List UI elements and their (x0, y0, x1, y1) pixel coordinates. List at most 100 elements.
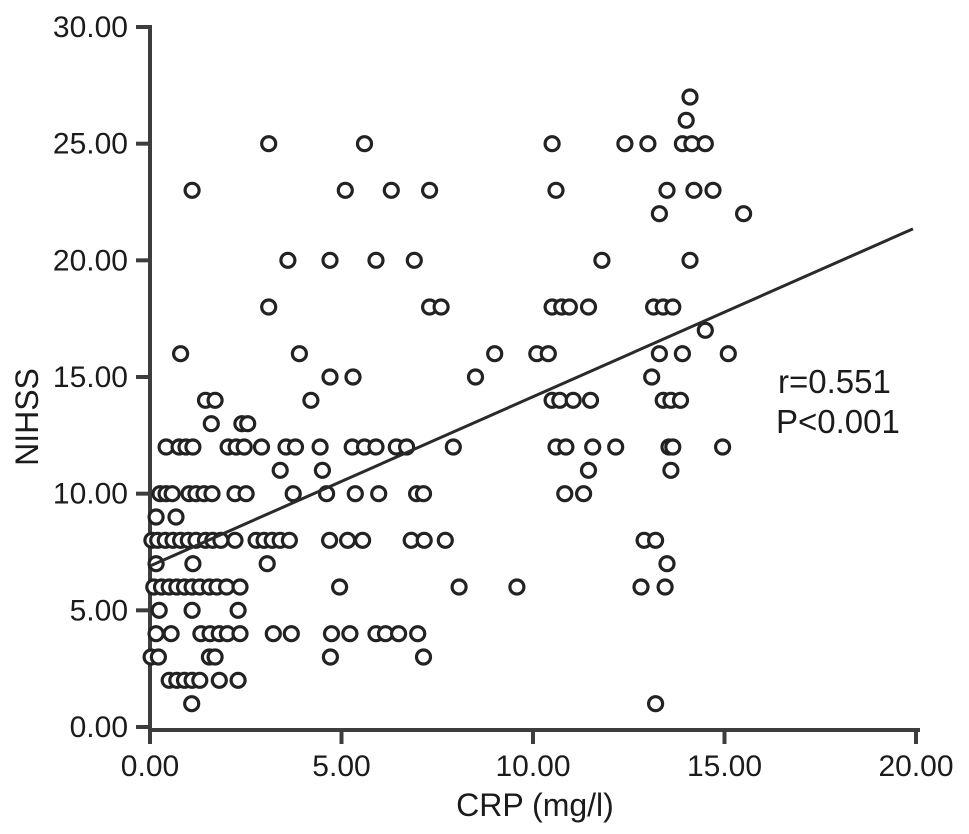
y-tick-label: 10.00 (53, 478, 128, 511)
data-point (302, 391, 320, 409)
data-point (664, 438, 682, 456)
x-tick-label: 0.00 (121, 750, 179, 783)
data-point (167, 508, 185, 526)
data-point (237, 485, 255, 503)
y-axis-ticks: 0.00 5.00 10.00 15.00 20.00 25.00 30.00 (53, 11, 150, 744)
data-point (632, 578, 650, 596)
x-tick-label: 20.00 (878, 750, 953, 783)
data-point (321, 251, 339, 269)
data-point (150, 601, 168, 619)
y-tick-label: 5.00 (70, 594, 128, 627)
data-point (191, 671, 209, 689)
data-point (579, 461, 598, 479)
data-point (685, 181, 703, 199)
data-point (581, 391, 600, 409)
x-tick-label: 5.00 (312, 750, 370, 783)
data-point (639, 135, 657, 153)
data-point (719, 345, 737, 363)
data-point (282, 625, 300, 643)
data-point (162, 625, 180, 643)
correlation-annotation-p: P<0.001 (776, 403, 900, 440)
data-point (646, 531, 665, 549)
data-point (650, 345, 669, 363)
data-point (252, 438, 271, 456)
data-point (184, 438, 202, 456)
data-point (444, 438, 462, 456)
data-point (279, 251, 297, 269)
data-point (508, 578, 526, 596)
data-point (183, 695, 201, 713)
data-point (414, 485, 433, 503)
data-point (677, 111, 695, 129)
data-point (313, 461, 331, 479)
data-point (331, 578, 349, 596)
data-point (321, 648, 339, 666)
data-point (322, 625, 341, 643)
data-point (696, 135, 714, 153)
data-point (258, 555, 276, 573)
data-point (650, 205, 669, 223)
y-tick-label: 20.00 (53, 244, 128, 277)
data-point (658, 555, 676, 573)
data-point (284, 485, 302, 503)
data-point (235, 438, 253, 456)
data-point (231, 625, 249, 643)
data-point (341, 625, 359, 643)
y-tick-label: 25.00 (53, 128, 128, 161)
data-point (673, 345, 692, 363)
data-point (346, 485, 364, 503)
data-point (658, 181, 676, 199)
data-point (344, 368, 362, 386)
data-point (229, 671, 247, 689)
correlation-annotation-r: r=0.551 (778, 363, 891, 400)
data-point (564, 391, 582, 409)
data-point (556, 485, 574, 503)
data-point (229, 601, 247, 619)
data-points (142, 88, 753, 713)
data-point (405, 251, 423, 269)
data-point (206, 391, 224, 409)
data-point (354, 531, 372, 549)
y-tick-label: 15.00 (53, 361, 128, 394)
data-point (662, 461, 680, 479)
data-point (239, 415, 257, 433)
data-point (547, 181, 565, 199)
data-point (607, 438, 625, 456)
data-point (557, 438, 575, 456)
data-point (432, 298, 450, 316)
data-point (409, 625, 427, 643)
y-axis-title: NIHSS (9, 368, 45, 466)
data-point (184, 555, 202, 573)
data-point (486, 345, 504, 363)
data-point (147, 508, 165, 526)
data-point (370, 485, 388, 503)
x-tick-label: 10.00 (495, 750, 570, 783)
data-point (415, 531, 433, 549)
data-point (163, 485, 181, 503)
data-point (664, 298, 682, 316)
y-tick-label: 30.00 (53, 11, 128, 44)
regression-line (149, 227, 914, 568)
data-point (681, 251, 699, 269)
x-axis-title: CRP (mg/l) (456, 787, 614, 823)
y-tick-label: 0.00 (70, 711, 128, 744)
data-point (290, 345, 308, 363)
data-point (593, 251, 611, 269)
data-point (579, 298, 598, 316)
data-point (311, 438, 329, 456)
data-point (183, 601, 201, 619)
data-point (260, 298, 278, 316)
data-point (696, 321, 714, 339)
data-point (466, 368, 485, 386)
data-point (681, 88, 699, 106)
data-point (202, 415, 220, 433)
data-point (321, 531, 339, 549)
data-point (367, 438, 385, 456)
data-point (147, 625, 165, 643)
data-point (421, 181, 439, 199)
data-point (734, 205, 753, 223)
data-point (643, 368, 661, 386)
data-point (183, 181, 201, 199)
data-point (390, 625, 408, 643)
data-point (450, 578, 468, 596)
